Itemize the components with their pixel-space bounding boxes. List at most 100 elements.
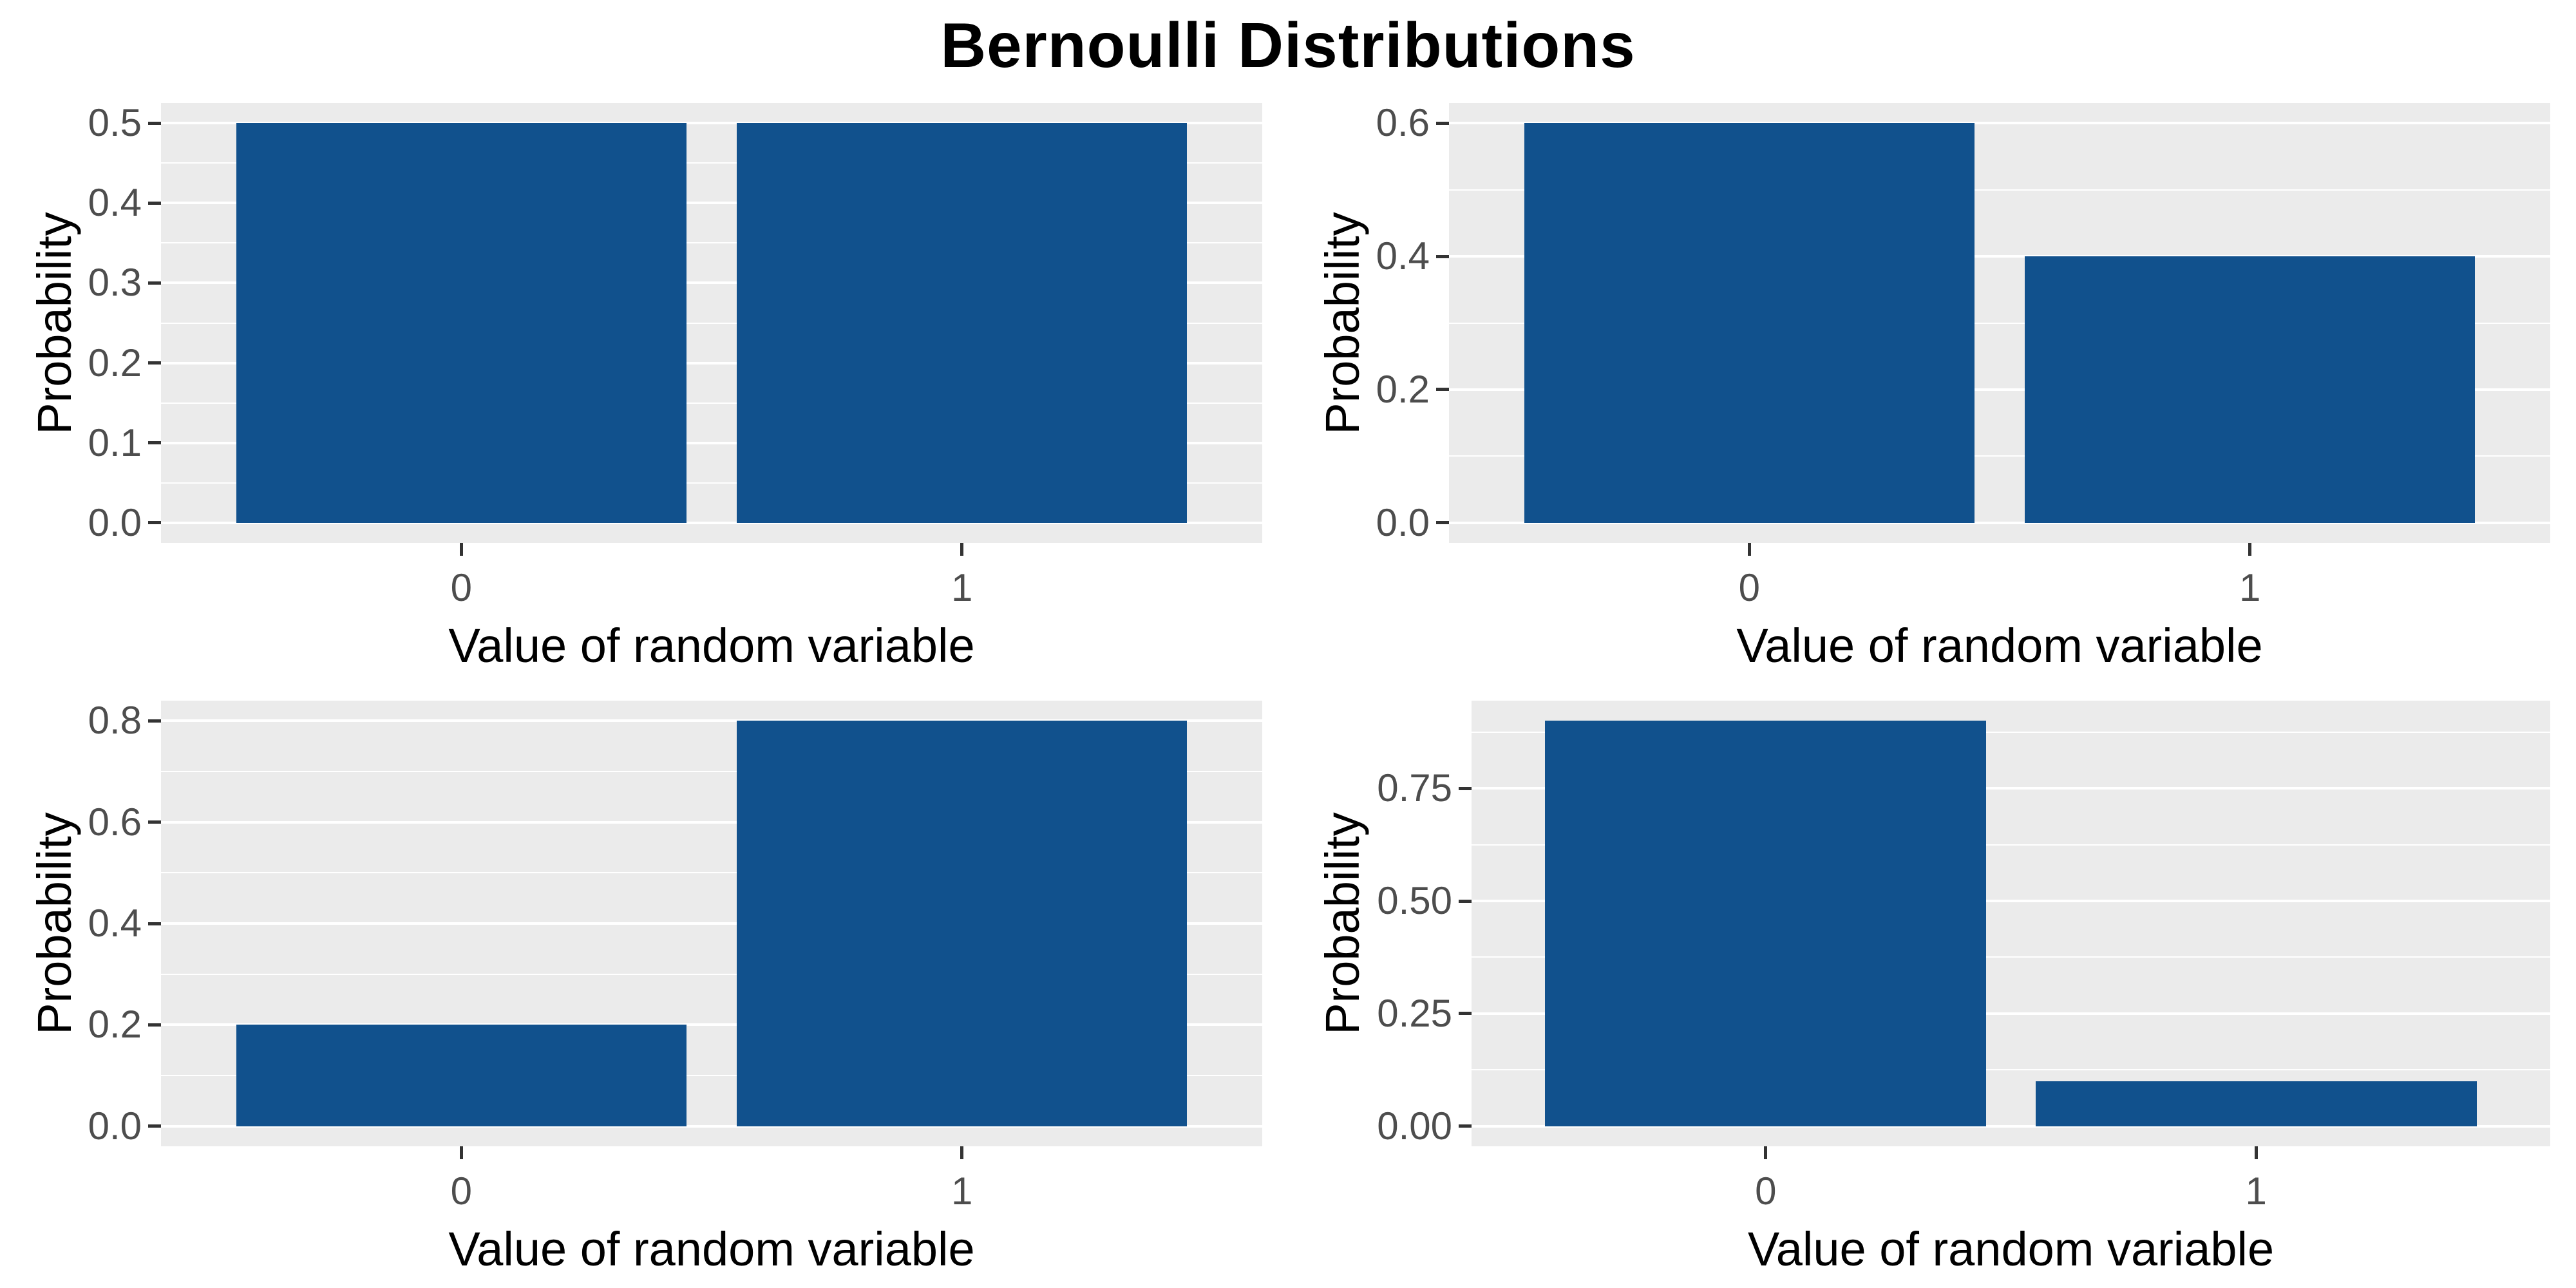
- y-tick-label: 0.1: [88, 421, 142, 464]
- y-tick-mark: [1459, 1124, 1472, 1128]
- x-tick-mark: [1764, 1146, 1768, 1159]
- y-tick-label: 0.3: [88, 261, 142, 305]
- y-grid-major: [161, 122, 1262, 125]
- x-tick-mark: [2248, 543, 2252, 556]
- y-tick-label: 0.5: [88, 101, 142, 145]
- bar-0: [236, 1025, 687, 1126]
- y-grid-minor: [1449, 322, 2550, 324]
- x-tick-label: 0: [1738, 566, 1761, 609]
- y-tick-mark: [1436, 254, 1449, 258]
- y-tick-label: 0.2: [1376, 367, 1430, 411]
- y-axis-title: Probability: [28, 211, 81, 435]
- plot-panel: [161, 701, 1262, 1146]
- y-grid-minor: [161, 402, 1262, 404]
- y-grid-minor: [161, 872, 1262, 874]
- x-tick-mark: [1747, 543, 1751, 556]
- chart-panel-2: Probability 0.0 0.2 0.4 0.6 0.8 0 1 Value of ran…: [0, 678, 1288, 1288]
- bar-0: [1524, 123, 1975, 523]
- y-grid-major: [161, 1124, 1262, 1128]
- bar-1: [736, 123, 1188, 523]
- y-tick-label: 0.00: [1377, 1104, 1452, 1148]
- y-tick-mark: [148, 201, 161, 205]
- y-grid-major: [1449, 521, 2550, 524]
- x-tick-mark: [2254, 1146, 2258, 1159]
- y-grid-major: [1472, 900, 2550, 903]
- y-tick-mark: [1436, 121, 1449, 125]
- y-grid-major: [161, 820, 1262, 824]
- x-tick-label: 1: [951, 566, 973, 609]
- y-grid-major: [1472, 1012, 2550, 1015]
- y-tick-mark: [148, 361, 161, 365]
- y-grid-major: [1449, 255, 2550, 258]
- y-tick-label: 0.50: [1377, 879, 1452, 923]
- x-tick-label: 0: [450, 566, 473, 609]
- y-tick-label: 0.6: [88, 800, 142, 844]
- y-tick-label: 0.4: [1376, 234, 1430, 278]
- y-grid-minor: [161, 162, 1262, 164]
- y-grid-minor: [161, 482, 1262, 484]
- y-grid-major: [161, 441, 1262, 444]
- y-tick-label: 0.4: [88, 902, 142, 945]
- chart-panel-3: Probability 0.00 0.25 0.50 0.75 0 1 Value of ra…: [1288, 678, 2576, 1288]
- y-tick-mark: [1459, 899, 1472, 903]
- y-tick-mark: [1436, 388, 1449, 392]
- y-grid-major: [1449, 388, 2550, 391]
- x-axis-title: Value of random variable: [1747, 1222, 2275, 1276]
- y-grid-minor: [161, 322, 1262, 324]
- y-tick-mark: [148, 521, 161, 525]
- plot-panel: [1449, 103, 2550, 543]
- page-title: Bernoulli Distributions: [940, 10, 1636, 80]
- x-tick-label: 0: [450, 1170, 473, 1213]
- y-tick-label: 0.4: [88, 181, 142, 225]
- y-grid-minor: [1472, 1069, 2550, 1071]
- y-grid-major: [161, 361, 1262, 365]
- chart-panel-1: Probability 0.0 0.2 0.4 0.6 0 1 Value of random…: [1288, 80, 2576, 678]
- x-tick-label: 1: [951, 1170, 973, 1213]
- y-grid-major: [161, 202, 1262, 205]
- y-grid-minor: [161, 973, 1262, 975]
- y-tick-mark: [1436, 521, 1449, 525]
- y-grid-minor: [1472, 731, 2550, 733]
- y-grid-minor: [1449, 189, 2550, 191]
- y-grid-major: [161, 281, 1262, 285]
- y-grid-major: [161, 719, 1262, 723]
- y-grid-minor: [1449, 455, 2550, 457]
- x-tick-mark: [960, 543, 964, 556]
- y-grid-major: [161, 922, 1262, 925]
- y-tick-label: 0.6: [1376, 101, 1430, 145]
- x-tick-label: 1: [2245, 1170, 2267, 1213]
- chart-panel-0: Probability 0.0 0.1 0.2 0.3 0.4 0.5 0 1 Value of …: [0, 80, 1288, 678]
- y-grid-major: [1449, 122, 2550, 125]
- x-axis-title: Value of random variable: [448, 1222, 975, 1276]
- y-tick-label: 0.25: [1377, 991, 1452, 1035]
- y-grid-minor: [161, 242, 1262, 244]
- plot-panel: [161, 103, 1262, 543]
- y-tick-label: 0.0: [1376, 500, 1430, 544]
- y-grid-minor: [1472, 844, 2550, 846]
- y-tick-label: 0.2: [88, 1003, 142, 1046]
- bar-1: [2035, 1081, 2477, 1126]
- y-tick-label: 0.8: [88, 699, 142, 743]
- x-tick-mark: [459, 543, 463, 556]
- bar-0: [236, 123, 687, 523]
- bar-1: [2024, 256, 2476, 523]
- x-tick-label: 0: [1755, 1170, 1777, 1213]
- y-grid-minor: [1472, 956, 2550, 958]
- x-tick-mark: [960, 1146, 964, 1159]
- bar-0: [1545, 721, 1987, 1126]
- y-grid-major: [1472, 787, 2550, 790]
- y-tick-mark: [148, 121, 161, 125]
- y-grid-major: [161, 521, 1262, 524]
- y-tick-mark: [148, 441, 161, 445]
- y-tick-label: 0.0: [88, 1104, 142, 1148]
- y-tick-mark: [148, 1023, 161, 1027]
- y-grid-minor: [161, 771, 1262, 773]
- y-tick-mark: [1459, 1012, 1472, 1016]
- x-tick-mark: [459, 1146, 463, 1159]
- y-tick-mark: [148, 719, 161, 723]
- y-tick-label: 0.75: [1377, 766, 1452, 810]
- y-tick-mark: [148, 1124, 161, 1128]
- y-tick-mark: [148, 281, 161, 285]
- bar-1: [736, 721, 1188, 1126]
